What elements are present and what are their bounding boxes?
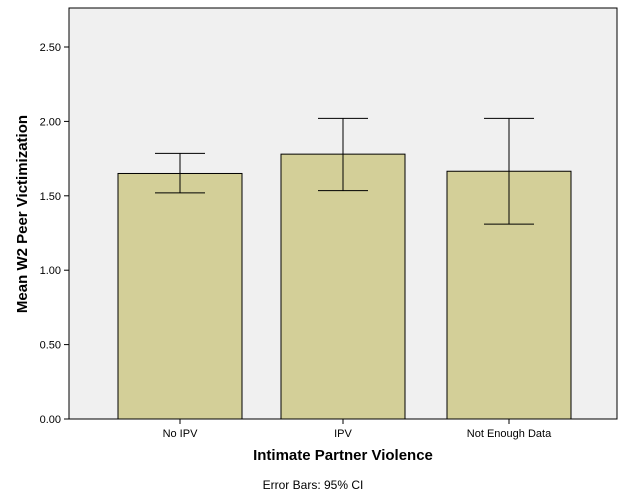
x-tick-label: IPV <box>334 428 352 440</box>
error-bars-footnote: Error Bars: 95% CI <box>263 478 364 492</box>
y-tick-label: 0.50 <box>40 340 61 352</box>
x-axis: No IPV IPV Not Enough Data <box>163 419 552 440</box>
y-axis-title: Mean W2 Peer Victimization <box>14 115 31 313</box>
error-bars-group <box>155 117 534 225</box>
bars-group <box>117 153 572 420</box>
bar <box>280 153 406 420</box>
bar <box>117 172 243 420</box>
y-tick-label: 2.00 <box>40 116 61 128</box>
y-axis: 0.00 0.50 1.00 1.50 2.00 2.50 <box>40 42 69 426</box>
y-tick-label: 0.00 <box>40 414 61 426</box>
y-tick-label: 1.00 <box>40 265 61 277</box>
y-tick-label: 2.50 <box>40 42 61 54</box>
x-tick-label: Not Enough Data <box>467 428 552 440</box>
x-axis-title: Intimate Partner Violence <box>253 447 433 464</box>
x-tick-label: No IPV <box>163 428 199 440</box>
y-tick-label: 1.50 <box>40 191 61 203</box>
